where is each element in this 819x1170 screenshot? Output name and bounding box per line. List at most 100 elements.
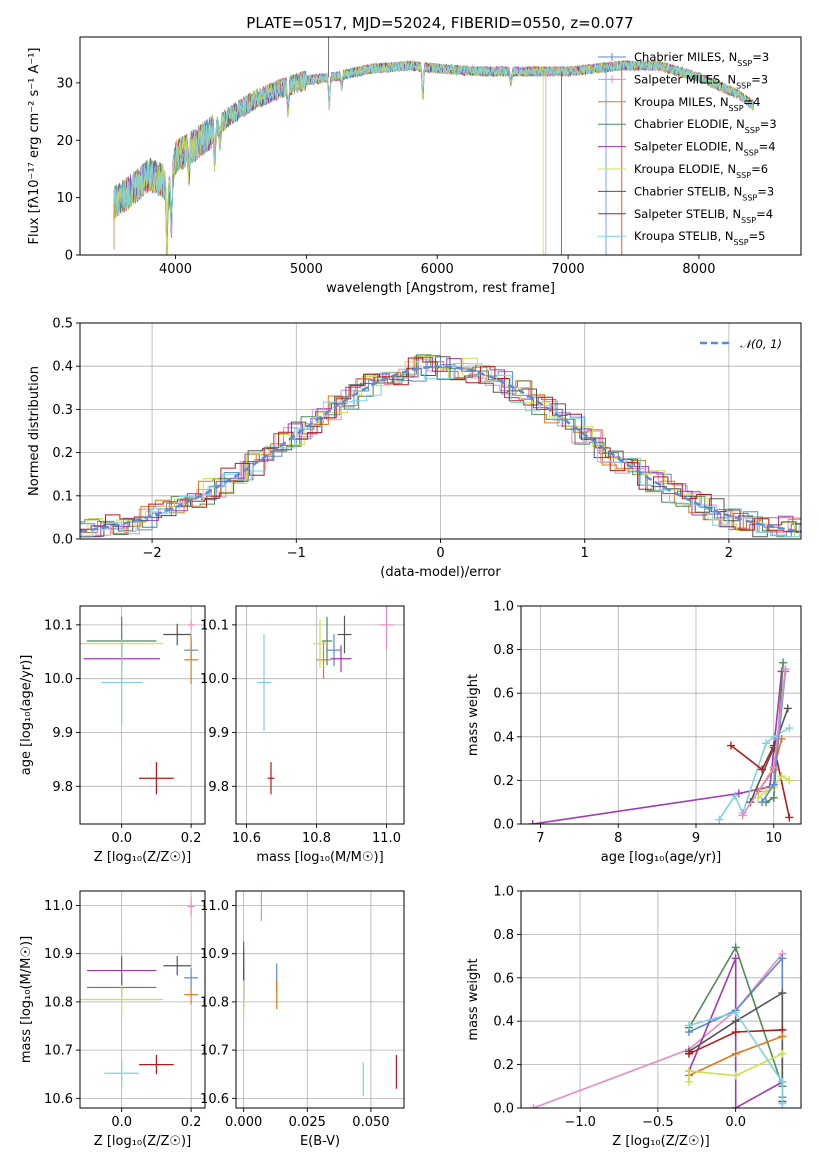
series-marker [778,1099,787,1108]
y-tick-label: 0.0 [493,1102,514,1117]
legend-marker [608,53,616,61]
y-tick-label: 0.4 [493,730,514,745]
y-tick-label: 10.7 [200,1044,229,1059]
x-axis-label: wavelength [Angstrom, rest frame] [326,281,555,296]
y-tick-label: 0.1 [52,489,73,504]
x-tick-label: −2 [143,546,162,561]
axes-frame [79,322,802,540]
x-tick-label: 2 [725,546,733,561]
y-tick-label: 10.6 [200,1092,229,1107]
series-marker [778,988,787,997]
series-line [688,1011,784,1104]
x-tick-label: 0.0 [111,831,132,846]
histogram-step [80,356,801,538]
legend: Chabrier MILES, NSSP=3 Salpeter MILES, NS… [598,50,777,247]
x-tick-label: −1.0 [564,1115,596,1130]
panel-spectrum: 4000 5000 6000 7000 8000 0 10 20 30 wavelength [A… [27,36,802,296]
histogram-step [80,356,801,538]
axes-frame [520,605,802,825]
series-line [718,727,790,821]
series-marker [738,811,747,820]
series-marker [762,739,770,748]
y-axis-label: mass [log₁₀(M/M☉)] [19,936,34,1063]
y-tick-label: 10.8 [44,995,73,1010]
x-tick-label: 9 [692,831,700,846]
plot-area [257,606,394,795]
series-marker [715,815,724,824]
x-tick-label: 0.0 [111,1115,132,1130]
spectrum-line [113,60,754,250]
histogram-step [80,355,801,538]
y-tick-label: 10.6 [44,1092,73,1107]
x-tick-label: −1 [287,546,306,561]
legend-label: 𝒩(0, 1) [740,337,782,351]
series-marker [778,1032,787,1041]
series-marker [754,793,763,802]
series-line [532,671,783,824]
panel-weight-vs-Z: −1.0 −0.5 0.0 0.0 0.2 0.4 0.6 0.8 1.0 Z [log₁₀(Z/… [466,885,802,1149]
plot-area [528,658,794,824]
series-marker [727,741,735,750]
y-tick-label: 11.0 [200,899,229,914]
y-tick-label: 9.8 [208,780,229,795]
series-marker [778,954,787,963]
x-tick-label: 0.050 [352,1115,389,1130]
series-marker [731,1028,740,1037]
legend-label: Salpeter STELIB, NSSP=4 [634,207,773,225]
panel-mass-vs-Z: 0.0 0.2 10.6 10.7 10.8 10.9 11.0 Z [log₁₀(Z/Z☉)… [19,890,206,1149]
spectrum-line [113,59,755,255]
x-tick-label: 1 [581,546,589,561]
x-tick-label: 10.6 [232,831,261,846]
x-axis-label: E(B-V) [300,1134,340,1149]
y-tick-label: 0.6 [493,971,514,986]
y-tick-label: 0.4 [493,1015,514,1030]
x-tick-label: 10 [766,831,783,846]
series-marker [769,793,778,802]
axes-frame [235,605,405,825]
y-tick-label: 0.3 [52,403,73,418]
plot-area [243,891,397,1096]
y-axis-label: Flux [fλ10⁻¹⁷ erg cm⁻² s⁻¹ A⁻¹] [27,48,42,245]
axes-frame [79,36,802,256]
gaussian-curve [80,365,801,533]
series-line [730,743,791,818]
series-marker [685,1021,693,1030]
y-tick-label: 0.0 [52,533,73,548]
series-marker [731,943,740,952]
series-marker [731,954,740,963]
series-marker [769,732,778,741]
y-tick-label: 10 [56,191,73,206]
series-marker [685,1049,693,1058]
x-tick-label: 0.2 [181,831,202,846]
y-tick-label: 0 [65,249,73,264]
figure-title: PLATE=0517, MJD=52024, FIBERID=0550, z=0… [246,14,633,32]
x-axis-label: (data-model)/error [380,565,501,580]
series-marker [731,1104,740,1108]
x-tick-label: 4000 [159,262,192,277]
plot-area [80,616,199,795]
x-tick-label: 0.0 [725,1115,746,1130]
x-axis-label: Z [log₁₀(Z/Z☉)] [612,1134,709,1149]
x-tick-label: 0.2 [181,1115,202,1130]
y-tick-label: 10.9 [200,947,229,962]
legend-label: Chabrier MILES, NSSP=3 [634,50,769,68]
y-tick-label: 9.9 [52,726,73,741]
series-marker [731,1008,740,1017]
y-axis-label: Normed distribution [27,366,42,496]
y-tick-label: 30 [56,76,73,91]
y-tick-label: 20 [56,134,73,149]
y-axis-label: age [log₁₀(age/yr)] [19,655,34,776]
y-tick-label: 0.2 [493,774,514,789]
y-tick-label: 10.8 [200,995,229,1010]
y-tick-label: 0.6 [493,687,514,702]
series-marker [779,658,788,667]
x-axis-label: age [log₁₀(age/yr)] [601,850,722,865]
legend-label: Kroupa ELODIE, NSSP=6 [634,162,768,180]
y-tick-label: 10.1 [44,618,73,633]
y-axis-label: mass weight [466,674,481,756]
series-marker [685,1067,693,1076]
x-tick-label: −0.5 [642,1115,674,1130]
series-line [533,953,783,1108]
series-marker [731,1017,740,1026]
spectrum-line [113,60,755,250]
